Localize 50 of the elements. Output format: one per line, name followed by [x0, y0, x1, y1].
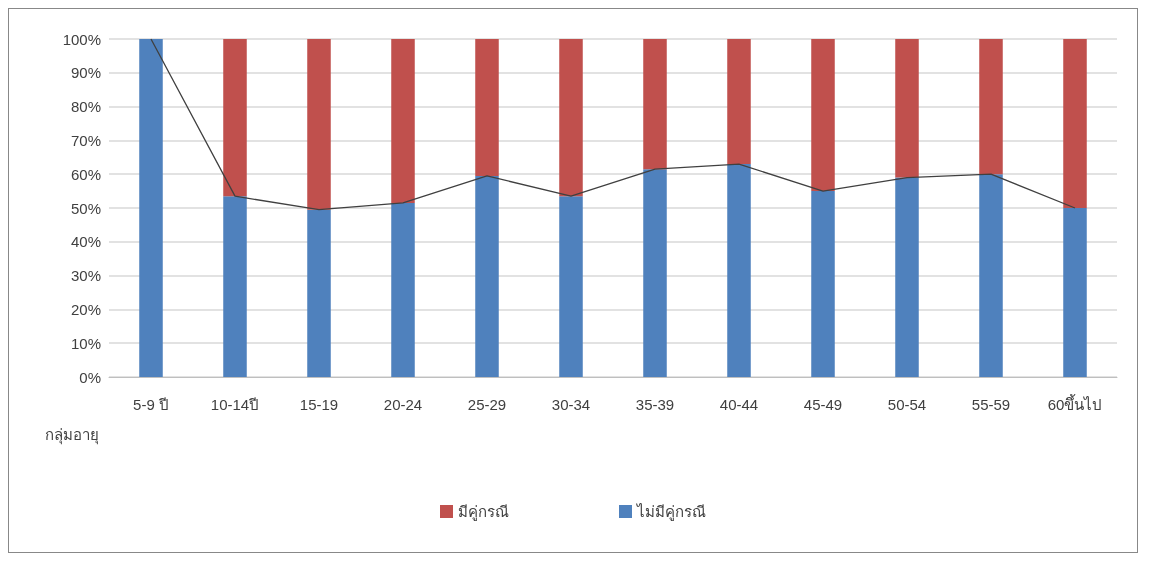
- bar: [643, 39, 667, 170]
- bar: [895, 39, 919, 178]
- x-tick-label: 15-19: [299, 396, 339, 413]
- y-tick-label: 80%: [70, 98, 101, 116]
- legend-label: มีคู่กรณี: [458, 503, 509, 521]
- x-tick-label: 20-24: [383, 396, 423, 413]
- bar: [559, 196, 583, 377]
- x-tick-label: 55-59: [971, 396, 1011, 413]
- x-tick-label: 45-49: [803, 396, 843, 413]
- y-tick-label: 90%: [70, 64, 101, 82]
- y-tick-label: 10%: [70, 334, 101, 352]
- bar: [979, 174, 1003, 377]
- bar: [307, 39, 331, 210]
- y-tick-label: 30%: [70, 267, 101, 285]
- bar: [1063, 39, 1087, 208]
- y-tick-label: 50%: [70, 199, 101, 217]
- bar: [895, 177, 919, 377]
- x-tick-label: 40-44: [719, 396, 759, 413]
- bar: [223, 196, 247, 377]
- y-tick-label: 40%: [70, 233, 101, 251]
- bar: [223, 39, 247, 197]
- bar: [391, 202, 415, 377]
- x-tick-label: 25-29: [467, 396, 507, 413]
- bar: [727, 39, 751, 165]
- bar: [643, 169, 667, 377]
- line-series: [150, 38, 1076, 211]
- bar: [979, 39, 1003, 175]
- bar: [559, 39, 583, 197]
- y-tick-label: 70%: [70, 131, 101, 149]
- y-tick-label: 20%: [70, 300, 101, 318]
- y-tick-label: 100%: [62, 30, 101, 48]
- x-tick-label: 60ขึ้นไป: [1047, 394, 1103, 413]
- x-tick-label: 10-14ปี: [210, 396, 260, 413]
- bar: [307, 209, 331, 377]
- bar: [475, 39, 499, 176]
- bar: [811, 191, 835, 377]
- bar: [475, 175, 499, 377]
- x-tick-label: 5-9 ปี: [133, 396, 169, 413]
- y-tick-label: 60%: [70, 165, 101, 183]
- x-axis-title: กลุ่มอายุ: [45, 426, 99, 445]
- x-tick-label: 35-39: [635, 396, 675, 413]
- x-tick-label: 50-54: [887, 396, 927, 413]
- y-tick-label: 0%: [79, 368, 101, 386]
- bar: [811, 39, 835, 192]
- x-tick-label: 30-34: [551, 396, 591, 413]
- legend-label: ไม่มีคู่กรณี: [636, 503, 706, 521]
- bar: [1063, 208, 1087, 377]
- bar: [139, 39, 163, 377]
- bar: [727, 164, 751, 377]
- bar: [391, 39, 415, 203]
